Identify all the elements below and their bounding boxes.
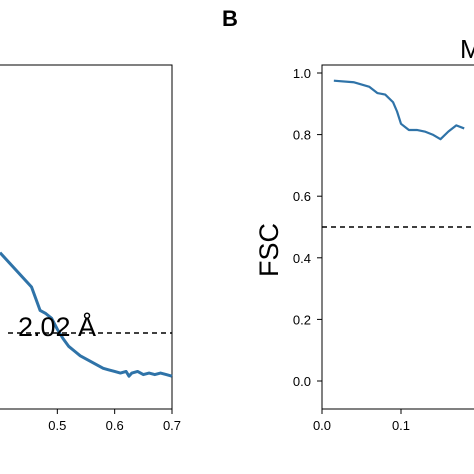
panel-b-ytick-label: 0.6 [293,189,311,204]
panel-b-ytick-label: 0.4 [293,251,311,266]
panel-a-resolution-annotation: 2.02 Å [18,311,96,342]
panel-b-ytick-label: 0.0 [293,374,311,389]
panel-a-xtick-label: 0.6 [106,418,124,433]
panel-a-fsc-curve [0,251,173,378]
panel-a-plot-frame [0,64,173,410]
panel-b-xtick-label: 0.1 [392,418,410,433]
panel-b-fsc-curve [333,79,465,141]
panel-b-ytick-label: 1.0 [293,66,311,81]
panel-b-ytick-label: 0.8 [293,128,311,143]
panel-b-chart: B M 0.0 0.1 0.0 0.2 0.4 0.6 0.8 1.0 FSC [222,6,474,433]
panel-b-letter: B [222,6,238,31]
panel-a-xtick-label: 0.5 [48,418,66,433]
panel-a-xtick-label: 0.7 [163,418,181,433]
panel-b-plot-frame [321,64,474,410]
panel-b-ylabel: FSC [254,223,284,277]
panel-b-xtick-label: 0.0 [313,418,331,433]
panel-a-chart: 0.5 0.6 0.7 2.02 Å [0,64,181,433]
panel-b-title-fragment: M [460,34,474,64]
panel-b-ytick-label: 0.2 [293,312,311,327]
